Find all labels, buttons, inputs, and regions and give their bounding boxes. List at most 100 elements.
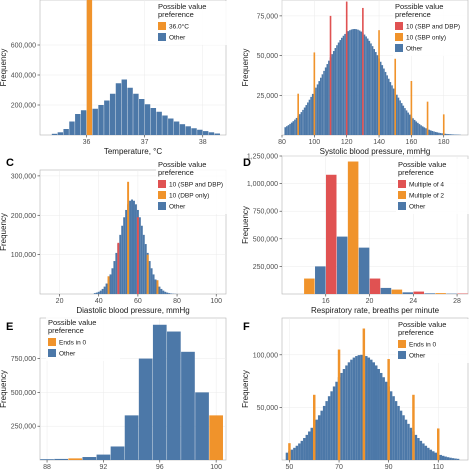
bar: [133, 200, 135, 294]
bar: [68, 458, 83, 460]
bar: [412, 118, 414, 135]
bar: [320, 77, 322, 135]
bar: [337, 42, 340, 135]
bar: [292, 121, 295, 135]
panel-3: 20 40 60 80 100 100,000 200,000 300,000 Diastoli…: [0, 157, 230, 315]
bar: [123, 217, 126, 294]
bar: [454, 458, 457, 460]
y-tick-label: 75,000: [257, 13, 279, 20]
x-tick-label: 92: [100, 464, 108, 471]
bar: [290, 449, 294, 460]
bar: [295, 445, 299, 460]
bar: [439, 133, 442, 135]
highlight-bar: [313, 52, 316, 135]
legend: Possible value preference 10 (SBP and DBP)…: [393, 1, 467, 56]
bar: [420, 125, 422, 135]
bar: [138, 217, 141, 294]
highlight-bar: [345, 1, 348, 135]
legend-swatch: [398, 351, 406, 359]
bar: [405, 110, 408, 135]
bar: [315, 266, 326, 294]
bar: [396, 94, 398, 135]
highlight-bar: [394, 58, 397, 135]
bar: [75, 114, 81, 135]
y-axis-title: Frequency: [0, 213, 8, 251]
bar: [124, 415, 139, 460]
bar: [308, 99, 311, 135]
y-tick-label: 50,000: [257, 405, 279, 412]
bars: [93, 181, 179, 294]
bar: [321, 74, 324, 135]
bar: [119, 234, 122, 294]
bar: [170, 293, 173, 294]
bar: [360, 31, 363, 135]
x-tick-label: 36: [83, 139, 91, 146]
bar: [104, 100, 110, 135]
bar: [316, 84, 319, 135]
bar: [144, 244, 147, 294]
bar: [391, 289, 403, 294]
x-tick-label: 180: [438, 139, 450, 146]
bar: [110, 446, 125, 460]
bar: [109, 93, 116, 135]
highlight-bar: [437, 428, 440, 460]
legend-title: Possible value preference: [395, 2, 443, 19]
x-tick-label: 28: [453, 298, 461, 305]
bar: [286, 126, 288, 135]
bar: [93, 293, 96, 294]
bars: [285, 328, 460, 460]
bar: [315, 419, 318, 460]
bar: [427, 447, 430, 460]
bar: [384, 381, 388, 460]
bar: [433, 131, 435, 135]
bar: [293, 447, 296, 460]
bar: [341, 37, 343, 135]
bar: [82, 457, 97, 460]
bar: [418, 124, 421, 135]
bar: [315, 87, 317, 135]
legend: Possible value preference 10 (SBP and DBP)…: [156, 159, 230, 214]
bar: [101, 288, 104, 294]
bar: [197, 129, 203, 135]
bar: [86, 0, 93, 135]
bar: [336, 236, 348, 294]
x-tick-label: 40: [95, 298, 103, 305]
bar: [168, 118, 174, 135]
panel-letter: D: [243, 157, 251, 169]
x-tick-label: 160: [406, 139, 418, 146]
bar: [115, 83, 122, 135]
panel-letter: E: [6, 321, 13, 333]
bar: [444, 133, 447, 135]
highlight-bar: [442, 114, 445, 135]
highlight-bar: [146, 254, 149, 294]
bar: [399, 410, 403, 460]
bar: [320, 410, 323, 460]
bar: [111, 268, 114, 294]
y-tick-label: 750,000: [253, 209, 278, 216]
bar: [423, 127, 426, 135]
bar: [181, 351, 195, 460]
bar: [305, 105, 308, 135]
x-axis-title: Diastolic blood pressure, mmHg: [76, 306, 189, 315]
y-tick-label: 250,000: [11, 424, 36, 431]
bar: [156, 111, 162, 135]
bar: [363, 34, 366, 136]
bar: [323, 70, 325, 135]
bar: [69, 121, 75, 135]
bar: [195, 392, 209, 460]
bar: [384, 71, 387, 135]
legend-swatch: [158, 180, 166, 188]
bar: [336, 45, 338, 135]
bar: [317, 415, 321, 460]
bar: [330, 391, 333, 460]
bar: [425, 128, 427, 135]
x-tick-label: 70: [335, 464, 343, 471]
legend-label: Other: [406, 46, 423, 53]
legend-label: Multiple of 2: [409, 193, 444, 200]
bar: [324, 67, 327, 135]
legend-label: 36.0°C: [169, 23, 189, 31]
y-tick-label: 600,000: [11, 43, 36, 50]
highlight-bar: [426, 101, 429, 135]
highlight-bar: [410, 81, 413, 135]
bar: [144, 104, 151, 135]
